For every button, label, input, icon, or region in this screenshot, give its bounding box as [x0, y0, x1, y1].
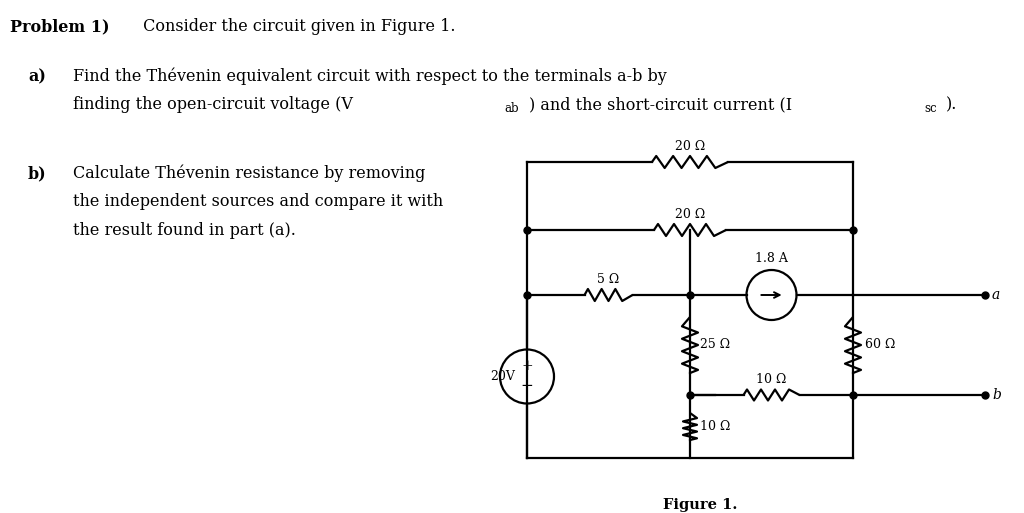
Text: a: a: [992, 288, 1000, 302]
Text: Problem 1): Problem 1): [10, 18, 110, 35]
Text: 60 Ω: 60 Ω: [865, 339, 895, 351]
Text: ab: ab: [504, 102, 518, 115]
Text: 10 Ω: 10 Ω: [700, 420, 730, 433]
Text: b: b: [992, 388, 1000, 402]
Text: 5 Ω: 5 Ω: [597, 273, 620, 286]
Text: −: −: [520, 379, 534, 392]
Text: 25 Ω: 25 Ω: [700, 339, 730, 351]
Text: Consider the circuit given in Figure 1.: Consider the circuit given in Figure 1.: [138, 18, 456, 35]
Text: ).: ).: [946, 96, 957, 113]
Text: 1.8 A: 1.8 A: [755, 252, 787, 265]
Text: Find the Thévenin equivalent circuit with respect to the terminals a-b by: Find the Thévenin equivalent circuit wit…: [73, 68, 667, 86]
Text: Figure 1.: Figure 1.: [663, 498, 737, 512]
Text: 20 Ω: 20 Ω: [675, 140, 706, 153]
Text: +: +: [521, 360, 532, 373]
Text: the independent sources and compare it with: the independent sources and compare it w…: [73, 193, 443, 210]
Text: sc: sc: [924, 102, 937, 115]
Text: b): b): [28, 165, 47, 182]
Text: finding the open-circuit voltage (V: finding the open-circuit voltage (V: [73, 96, 353, 113]
Text: 20V: 20V: [490, 370, 515, 383]
Text: Calculate Thévenin resistance by removing: Calculate Thévenin resistance by removin…: [73, 165, 425, 183]
Text: 20 Ω: 20 Ω: [675, 208, 706, 221]
Text: the result found in part (a).: the result found in part (a).: [73, 222, 296, 239]
Text: 10 Ω: 10 Ω: [757, 373, 786, 386]
Text: a): a): [28, 68, 46, 85]
Text: ) and the short-circuit current (I: ) and the short-circuit current (I: [529, 96, 793, 113]
